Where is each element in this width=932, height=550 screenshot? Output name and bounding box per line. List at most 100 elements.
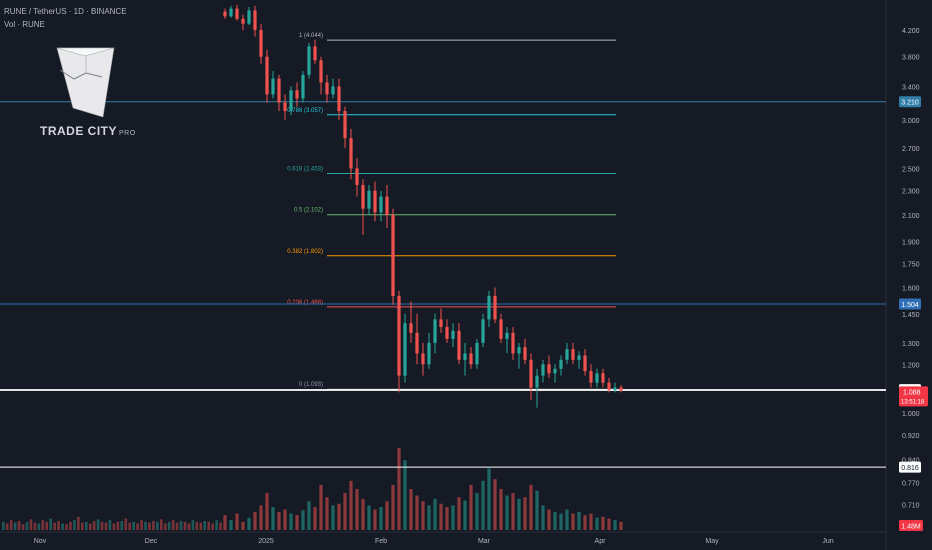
candle-body (595, 373, 599, 383)
volume-bar (53, 522, 56, 530)
volume-bar (179, 520, 183, 530)
volume-bar (215, 520, 218, 530)
volume-bar (283, 509, 287, 530)
candle-body (475, 342, 479, 365)
volume-bar (167, 521, 171, 530)
volume-bar (253, 511, 257, 530)
volume-bar (571, 513, 575, 530)
candle-body (577, 355, 581, 360)
candle-body (319, 60, 323, 83)
volume-bar (589, 513, 593, 530)
volume-bar (124, 518, 128, 530)
candle-body (403, 323, 407, 376)
volume-bar (140, 520, 143, 530)
volume-bar (37, 523, 41, 530)
y-tick-label: 1.600 (902, 286, 920, 293)
volume-bar (29, 519, 33, 530)
fib-level-label: 0.5 (2.102) (294, 208, 323, 214)
candle-body (247, 10, 251, 24)
candle-body (289, 90, 293, 112)
volume-bar (223, 515, 227, 530)
volume-bar (505, 495, 509, 530)
candle-body (547, 364, 551, 374)
volume-bar (463, 500, 467, 530)
volume-bar (2, 521, 5, 530)
candle-body (277, 78, 281, 103)
y-tick-label: 2.500 (902, 166, 920, 173)
volume-bar (265, 493, 269, 530)
candle-body (367, 190, 371, 209)
volume-bar (355, 489, 359, 530)
volume-bar (61, 523, 64, 530)
candle-body (409, 323, 413, 333)
y-tick-label: 4.200 (902, 28, 920, 35)
candle-body (241, 18, 245, 24)
y-tick-label: 0.770 (902, 481, 920, 488)
candle-body (607, 382, 611, 390)
volume-bar (535, 490, 539, 530)
candle-body (481, 319, 485, 343)
y-tick-label: 1.200 (902, 362, 920, 369)
candle-body (589, 371, 593, 383)
candle-body (427, 342, 431, 365)
volume-bar (337, 503, 341, 530)
price-badge-label: 3.210 (901, 100, 919, 107)
volume-bar (595, 517, 599, 530)
candle-body (421, 353, 425, 365)
volume-bar (499, 489, 503, 530)
logo-suffix: PRO (119, 130, 136, 137)
volume-bar (367, 505, 371, 530)
volume-bar (565, 509, 569, 530)
volume-bar (219, 522, 222, 530)
volume-bar (175, 522, 179, 530)
trade-city-logo-icon (56, 47, 115, 118)
candle-body (223, 11, 227, 17)
volume-bar (349, 480, 353, 530)
volume-bar (295, 515, 299, 530)
volume-bar (319, 484, 323, 530)
volume-bar (195, 521, 199, 530)
price-badge (899, 298, 921, 310)
candle-body (583, 355, 587, 372)
candle-body (601, 373, 605, 383)
logo-name: TRADE CITY (40, 124, 117, 138)
candle-body (253, 10, 257, 31)
volume-bar (391, 484, 395, 530)
y-tick-label: 0.840 (902, 457, 920, 464)
x-tick-label: 2025 (258, 538, 274, 545)
fib-level-label: 0.382 (1.802) (287, 249, 323, 255)
candle-body (457, 330, 461, 360)
volume-bar (81, 522, 84, 530)
volume-bar (116, 521, 120, 530)
volume-bar (481, 480, 485, 530)
volume-bar (77, 516, 80, 530)
candle-body (559, 359, 563, 369)
volume-bar (41, 520, 45, 530)
volume-bar (203, 520, 207, 530)
volume-bar (199, 522, 203, 530)
y-tick-label: 2.300 (902, 189, 920, 196)
volume-bar (313, 507, 317, 530)
volume-bar (427, 505, 431, 530)
candle-body (499, 319, 503, 339)
price-badge-label: 1.504 (901, 302, 919, 309)
volume-bar (517, 498, 521, 530)
y-tick-label: 3.400 (902, 84, 920, 91)
candle-body (235, 8, 239, 19)
candle-body (391, 214, 395, 296)
volume-bar (96, 519, 100, 530)
volume-bar (445, 507, 449, 530)
candle-body (355, 168, 359, 185)
volume-bar (156, 521, 159, 530)
volume-bar (475, 493, 479, 530)
x-tick-label: May (705, 538, 719, 545)
fib-level-label: 0.618 (2.453) (287, 167, 323, 173)
y-tick-label: 2.100 (902, 213, 920, 220)
y-tick-label: 3.800 (902, 55, 920, 62)
volume-bar (379, 507, 383, 530)
volume-bar (69, 521, 72, 530)
y-tick-label: 1.750 (902, 262, 920, 269)
volume-indicator-label[interactable]: Vol · RUNE (4, 20, 45, 29)
